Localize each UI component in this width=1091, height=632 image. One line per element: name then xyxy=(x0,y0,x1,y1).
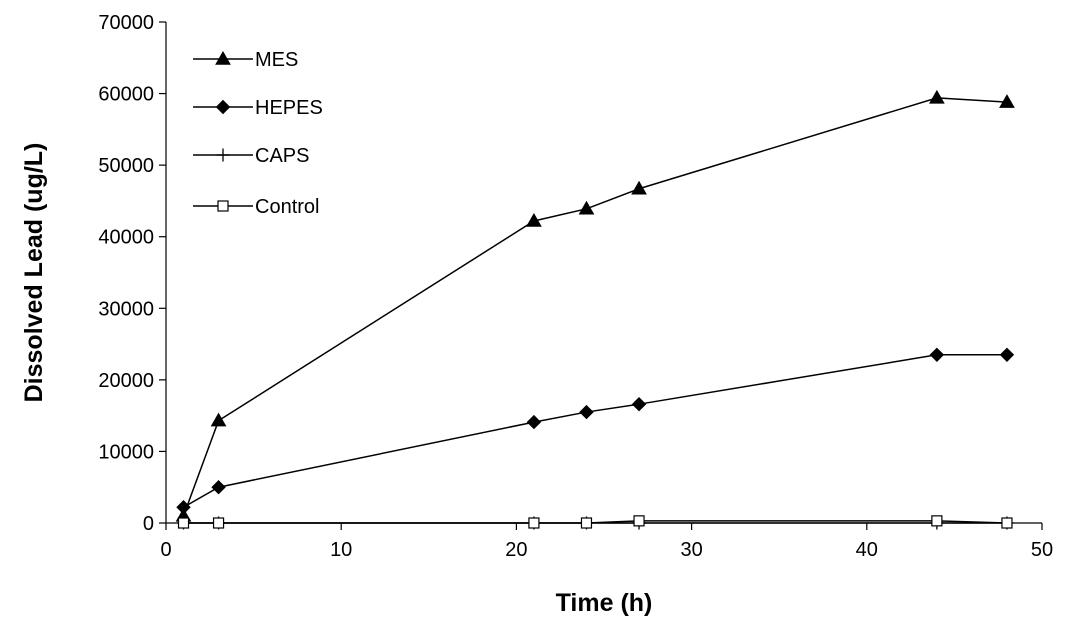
y-tick-label: 40000 xyxy=(98,227,154,249)
legend-item-mes: MES xyxy=(193,49,298,71)
data-point-control xyxy=(580,517,593,529)
data-point-mes xyxy=(929,89,945,104)
y-tick-label: 10000 xyxy=(98,441,154,463)
x-axis-ticks: 0 10 20 30 40 50 xyxy=(160,523,1053,561)
y-axis-ticks: 0 10000 20000 30000 40000 50000 60000 70000 xyxy=(98,12,166,535)
legend-label: Control xyxy=(255,196,319,218)
x-tick-label: 30 xyxy=(680,539,702,561)
y-tick-label: 50000 xyxy=(98,155,154,177)
data-point-hepes xyxy=(631,396,647,412)
x-tick-label: 10 xyxy=(330,539,352,561)
y-tick-label: 60000 xyxy=(98,84,154,106)
x-axis-title: Time (h) xyxy=(556,589,653,617)
data-point-hepes xyxy=(999,347,1015,363)
y-tick-label: 70000 xyxy=(98,12,154,34)
series-hepes xyxy=(176,347,1015,515)
data-point-mes xyxy=(210,412,227,427)
data-point-hepes xyxy=(211,480,226,495)
legend-marker-hepes xyxy=(215,99,231,115)
y-tick-label: 0 xyxy=(143,513,154,535)
legend-item-hepes: HEPES xyxy=(193,97,323,119)
data-point-control xyxy=(1001,517,1013,529)
data-point-mes xyxy=(526,212,542,227)
data-point-control xyxy=(931,515,943,527)
legend-label: MES xyxy=(255,49,298,71)
legend-item-control: Control xyxy=(193,196,319,218)
data-point-hepes xyxy=(579,404,594,420)
y-tick-label: 20000 xyxy=(98,370,154,392)
x-tick-label: 50 xyxy=(1031,539,1053,561)
x-tick-label: 20 xyxy=(505,539,527,561)
series-layer xyxy=(175,89,1015,530)
legend-label: CAPS xyxy=(255,145,309,167)
y-axis-title: Dissolved Lead (ug/L) xyxy=(20,143,48,403)
legend-marker-control xyxy=(217,200,229,212)
data-point-control xyxy=(212,517,225,529)
data-point-hepes xyxy=(526,414,542,430)
data-point-mes xyxy=(578,200,595,215)
data-point-control xyxy=(177,517,190,529)
legend: MES HEPES CAPS Control xyxy=(193,49,323,218)
data-point-control xyxy=(528,517,540,529)
legend-label: HEPES xyxy=(255,97,323,119)
series-line-hepes xyxy=(183,354,1007,508)
x-tick-label: 40 xyxy=(856,539,878,561)
legend-marker-mes xyxy=(215,50,231,65)
y-tick-label: 30000 xyxy=(98,298,154,320)
legend-marker-caps xyxy=(216,148,230,162)
x-tick-label: 0 xyxy=(160,539,171,561)
data-point-mes xyxy=(999,94,1015,108)
legend-item-caps: CAPS xyxy=(193,145,309,167)
series-control xyxy=(177,515,1013,529)
data-point-hepes xyxy=(929,347,945,363)
data-point-control xyxy=(633,515,645,527)
data-point-mes xyxy=(631,180,647,195)
